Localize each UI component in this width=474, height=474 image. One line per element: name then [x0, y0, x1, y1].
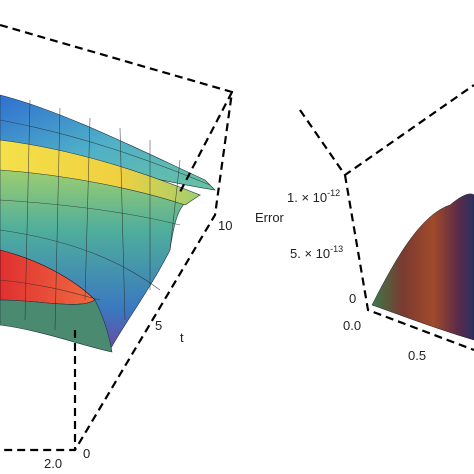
- left-plot: 10 5 t 0 2.0: [0, 23, 234, 471]
- box-edge: [0, 23, 234, 452]
- tick-label: 0.0: [343, 318, 361, 333]
- tick-label: 5. × 10-13: [290, 244, 343, 261]
- tick-label: 1. × 10-12: [287, 188, 340, 205]
- tick-label: 10: [218, 218, 232, 233]
- right-plot: Error 1. × 10-12 5. × 10-13 0 0.0 0.5: [255, 84, 474, 363]
- tick-label: 0.5: [408, 348, 426, 363]
- tick-mantissa: 1. × 10: [287, 190, 327, 205]
- tick-mantissa: 5. × 10: [290, 246, 330, 261]
- axis-label: Error: [255, 210, 285, 225]
- box-edge: [299, 84, 474, 352]
- surface: [0, 299, 113, 353]
- axis-label: t: [180, 330, 184, 345]
- tick-exponent: -13: [330, 244, 343, 254]
- tick-label: 0: [349, 291, 356, 306]
- surface: [371, 193, 474, 341]
- tick-label: 0: [83, 446, 90, 461]
- tick-exponent: -12: [327, 188, 340, 198]
- mesh: [0, 99, 211, 331]
- tick-label: 5: [155, 318, 162, 333]
- tick-label: 2.0: [44, 456, 62, 471]
